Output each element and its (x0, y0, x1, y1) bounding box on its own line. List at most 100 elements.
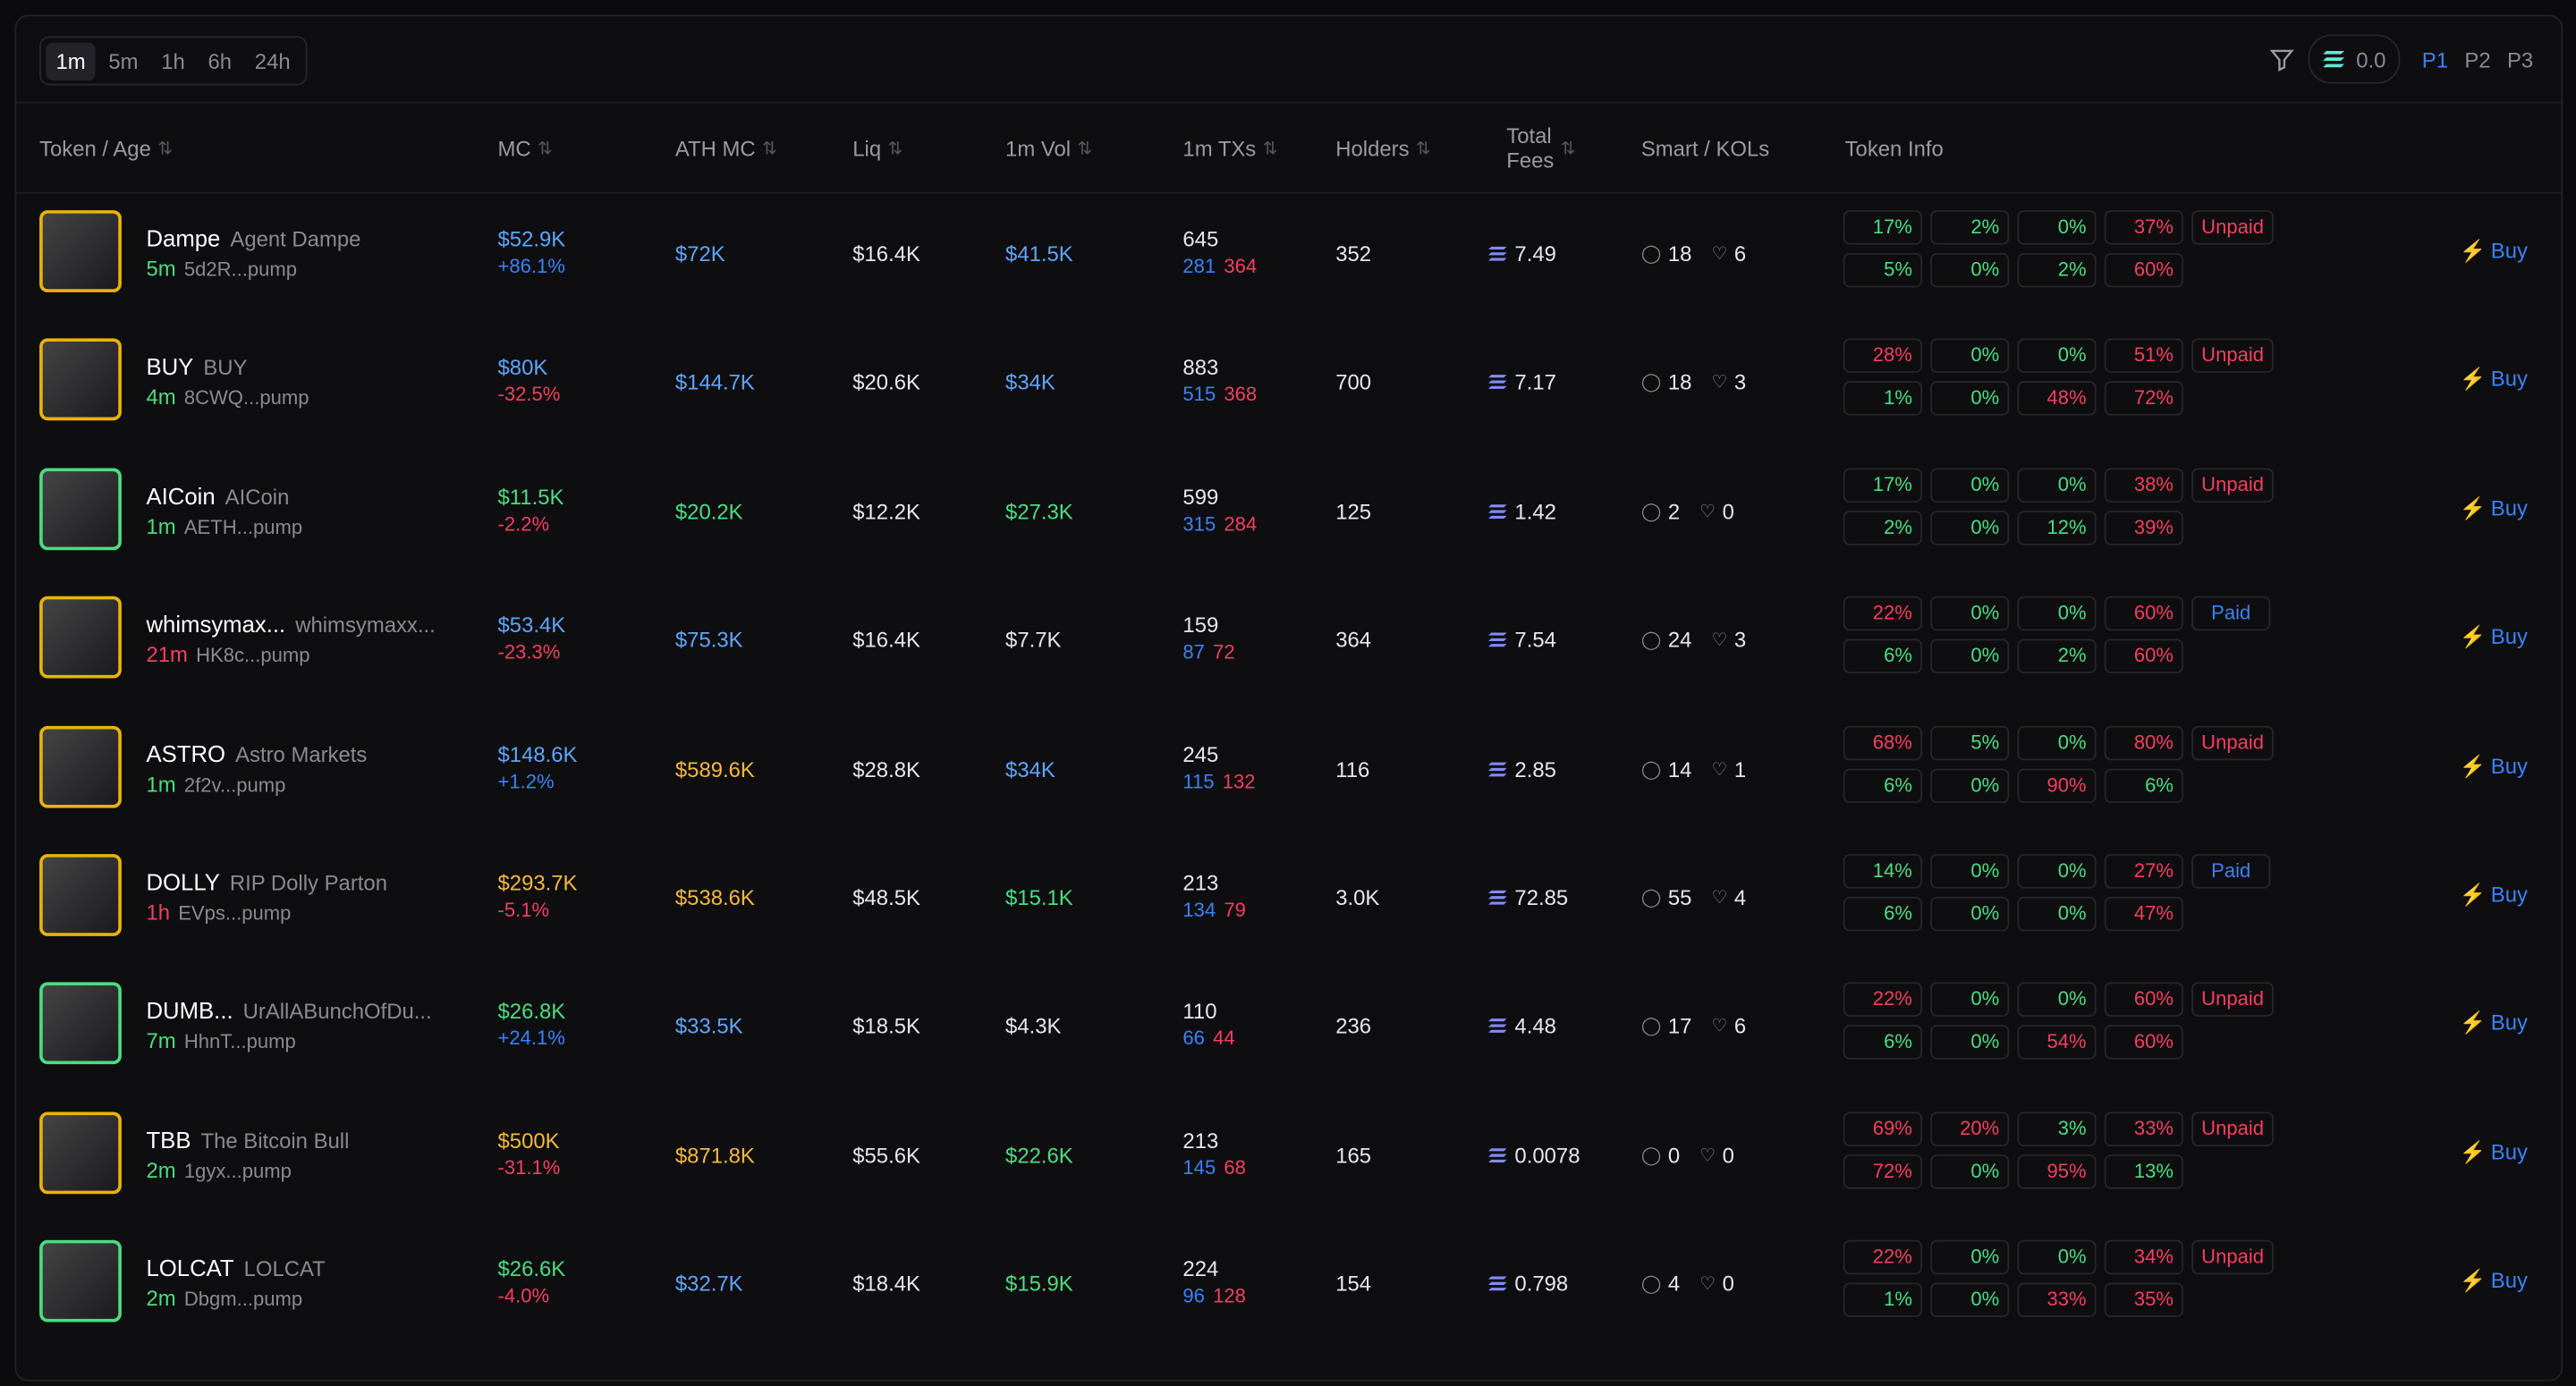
ath-mc: $144.7K (674, 369, 755, 395)
token-row[interactable]: AICoin AICoin 1m AETH...pump $11.5K -2.2% $20.… (16, 448, 2561, 576)
balance[interactable]: 0.0 (2308, 34, 2401, 84)
buy-button[interactable]: ⚡ Buy (2460, 495, 2528, 521)
sort-icon[interactable]: ⇅ (1560, 139, 1576, 159)
tx-split: 96 128 (1182, 1285, 1246, 1308)
info-badge: 0% (2017, 1240, 2097, 1275)
buy-button[interactable]: ⚡ Buy (2460, 624, 2528, 650)
mc-cell: $52.9K +86.1% (498, 226, 566, 277)
filter-icon[interactable] (2269, 46, 2295, 72)
token-address[interactable]: 1gyx...pump (183, 1159, 292, 1183)
token-row[interactable]: Dampe Agent Dampe 5m 5d2R...pump $52.9K +86.1… (16, 190, 2561, 318)
token-avatar (39, 210, 122, 292)
token-address[interactable]: EVps...pump (178, 901, 292, 925)
buy-button[interactable]: ⚡ Buy (2460, 1010, 2528, 1036)
buy-button[interactable]: ⚡ Buy (2460, 367, 2528, 393)
buys: 66 (1182, 1027, 1205, 1051)
smart-cell: ◯ 18 ♡ 3 (1641, 370, 1746, 395)
info-badge: 2% (2017, 252, 2097, 288)
preset-tab[interactable]: P3 (2506, 46, 2534, 72)
smart-icon: ◯ (1640, 1274, 1662, 1295)
sort-icon[interactable]: ⇅ (1262, 139, 1278, 159)
token-address[interactable]: Dbgm...pump (183, 1288, 303, 1312)
token-alias: LOLCAT (243, 1256, 326, 1281)
token-row[interactable]: DUMB... UrAllABunchOfDu... 7m HhnT...pump $2… (16, 963, 2561, 1091)
holders: 700 (1335, 369, 1372, 395)
token-row[interactable]: ASTRO Astro Markets 1m 2f2v...pump $148.6K +1… (16, 706, 2561, 833)
fees-cell: 7.54 (1488, 628, 1556, 653)
liquidity: $28.8K (852, 756, 920, 782)
token-info: 17% 2% 0% 37% Unpaid 5% 0% 2% 60% (1843, 210, 2287, 288)
sort-icon[interactable]: ⇅ (887, 139, 903, 159)
token-avatar (39, 983, 122, 1065)
sort-icon[interactable]: ⇅ (1077, 139, 1093, 159)
column-header: MC ⇅ (498, 104, 745, 192)
sol-icon (1488, 1018, 1507, 1034)
info-badge: 0% (2017, 596, 2097, 631)
token-address[interactable]: AETH...pump (183, 515, 303, 539)
buy-icon: ⚡ (2459, 238, 2487, 263)
buy-button[interactable]: ⚡ Buy (2460, 1268, 2528, 1294)
kol-icon: ♡ (1711, 244, 1728, 265)
sol-icon (1488, 1147, 1507, 1162)
buy-label: Buy (2490, 1139, 2528, 1164)
time-tab[interactable]: 24h (254, 48, 291, 73)
market-cap: $11.5K (497, 484, 564, 510)
sort-icon[interactable]: ⇅ (761, 139, 777, 159)
buy-icon: ⚡ (2459, 882, 2487, 907)
token-row[interactable]: DOLLY RIP Dolly Parton 1h EVps...pump $293.7… (16, 834, 2561, 962)
volume: $41.5K (1005, 241, 1073, 266)
buy-button[interactable]: ⚡ Buy (2460, 753, 2528, 779)
kol-icon: ♡ (1711, 1017, 1728, 1037)
token-address[interactable]: HhnT...pump (183, 1030, 296, 1054)
sort-icon[interactable]: ⇅ (157, 139, 174, 159)
market-cap: $293.7K (497, 870, 578, 896)
time-tab[interactable]: 1m (46, 41, 96, 80)
buys: 315 (1182, 511, 1216, 536)
time-tab[interactable]: 1h (161, 48, 185, 73)
token-alias: whimsymaxx... (295, 613, 436, 638)
token-row[interactable]: LOLCAT LOLCAT 2m Dbgm...pump $26.6K -4.0% $32.… (16, 1221, 2561, 1348)
time-tab[interactable]: 6h (208, 48, 233, 73)
kol-icon: ♡ (1699, 502, 1716, 522)
sort-icon[interactable]: ⇅ (538, 139, 553, 159)
token-address[interactable]: HK8c...pump (196, 644, 310, 668)
total-fees: 2.85 (1514, 756, 1556, 782)
mc-cell: $11.5K -2.2% (498, 484, 564, 535)
smart-count: 4 (1667, 1271, 1681, 1297)
time-tab[interactable]: 5m (108, 48, 139, 73)
market-cap: $26.8K (497, 999, 566, 1024)
holders: 165 (1335, 1142, 1372, 1168)
kol-count: 0 (1722, 1142, 1734, 1168)
token-address[interactable]: 2f2v...pump (183, 773, 286, 797)
sells: 368 (1224, 383, 1258, 407)
buy-button[interactable]: ⚡ Buy (2460, 238, 2528, 264)
buy-button[interactable]: ⚡ Buy (2460, 1139, 2528, 1165)
info-badge: 51% (2104, 339, 2183, 374)
market-cap: $500K (497, 1128, 560, 1153)
tx-count: 245 (1182, 741, 1219, 766)
volume: $15.1K (1005, 884, 1073, 910)
token-row[interactable]: BUY BUY 4m 8CWQ...pump $80K -32.5% $144.7K $20.… (16, 319, 2561, 447)
sort-icon[interactable]: ⇅ (1415, 139, 1431, 159)
txs-cell: 213 134 79 (1182, 870, 1246, 921)
smart-count: 18 (1667, 369, 1692, 395)
smart-count: 55 (1667, 884, 1692, 910)
fees-cell: 2.85 (1488, 756, 1556, 782)
token-address[interactable]: 8CWQ...pump (183, 386, 309, 410)
column-title: 1m Vol (1005, 135, 1072, 161)
buys: 145 (1182, 1155, 1216, 1179)
token-row[interactable]: TBB The Bitcoin Bull 2m 1gyx...pump $500K -31… (16, 1092, 2561, 1220)
mc-change: -5.1% (497, 898, 550, 922)
smart-count: 18 (1667, 241, 1692, 266)
preset-tab[interactable]: P1 (2421, 46, 2449, 72)
buy-label: Buy (2490, 238, 2528, 263)
presets: P1 P2 P3 (2414, 40, 2542, 78)
preset-tab[interactable]: P2 (2464, 46, 2491, 72)
token-avatar (39, 1240, 122, 1323)
token-row[interactable]: whimsymax... whimsymaxx... 21m HK8c...pump $… (16, 577, 2561, 705)
buy-button[interactable]: ⚡ Buy (2460, 882, 2528, 908)
fees-cell: 7.17 (1488, 370, 1556, 395)
token-address[interactable]: 5d2R...pump (183, 258, 298, 282)
fees-cell: 4.48 (1488, 1014, 1556, 1039)
total-fees: 7.54 (1514, 627, 1556, 653)
